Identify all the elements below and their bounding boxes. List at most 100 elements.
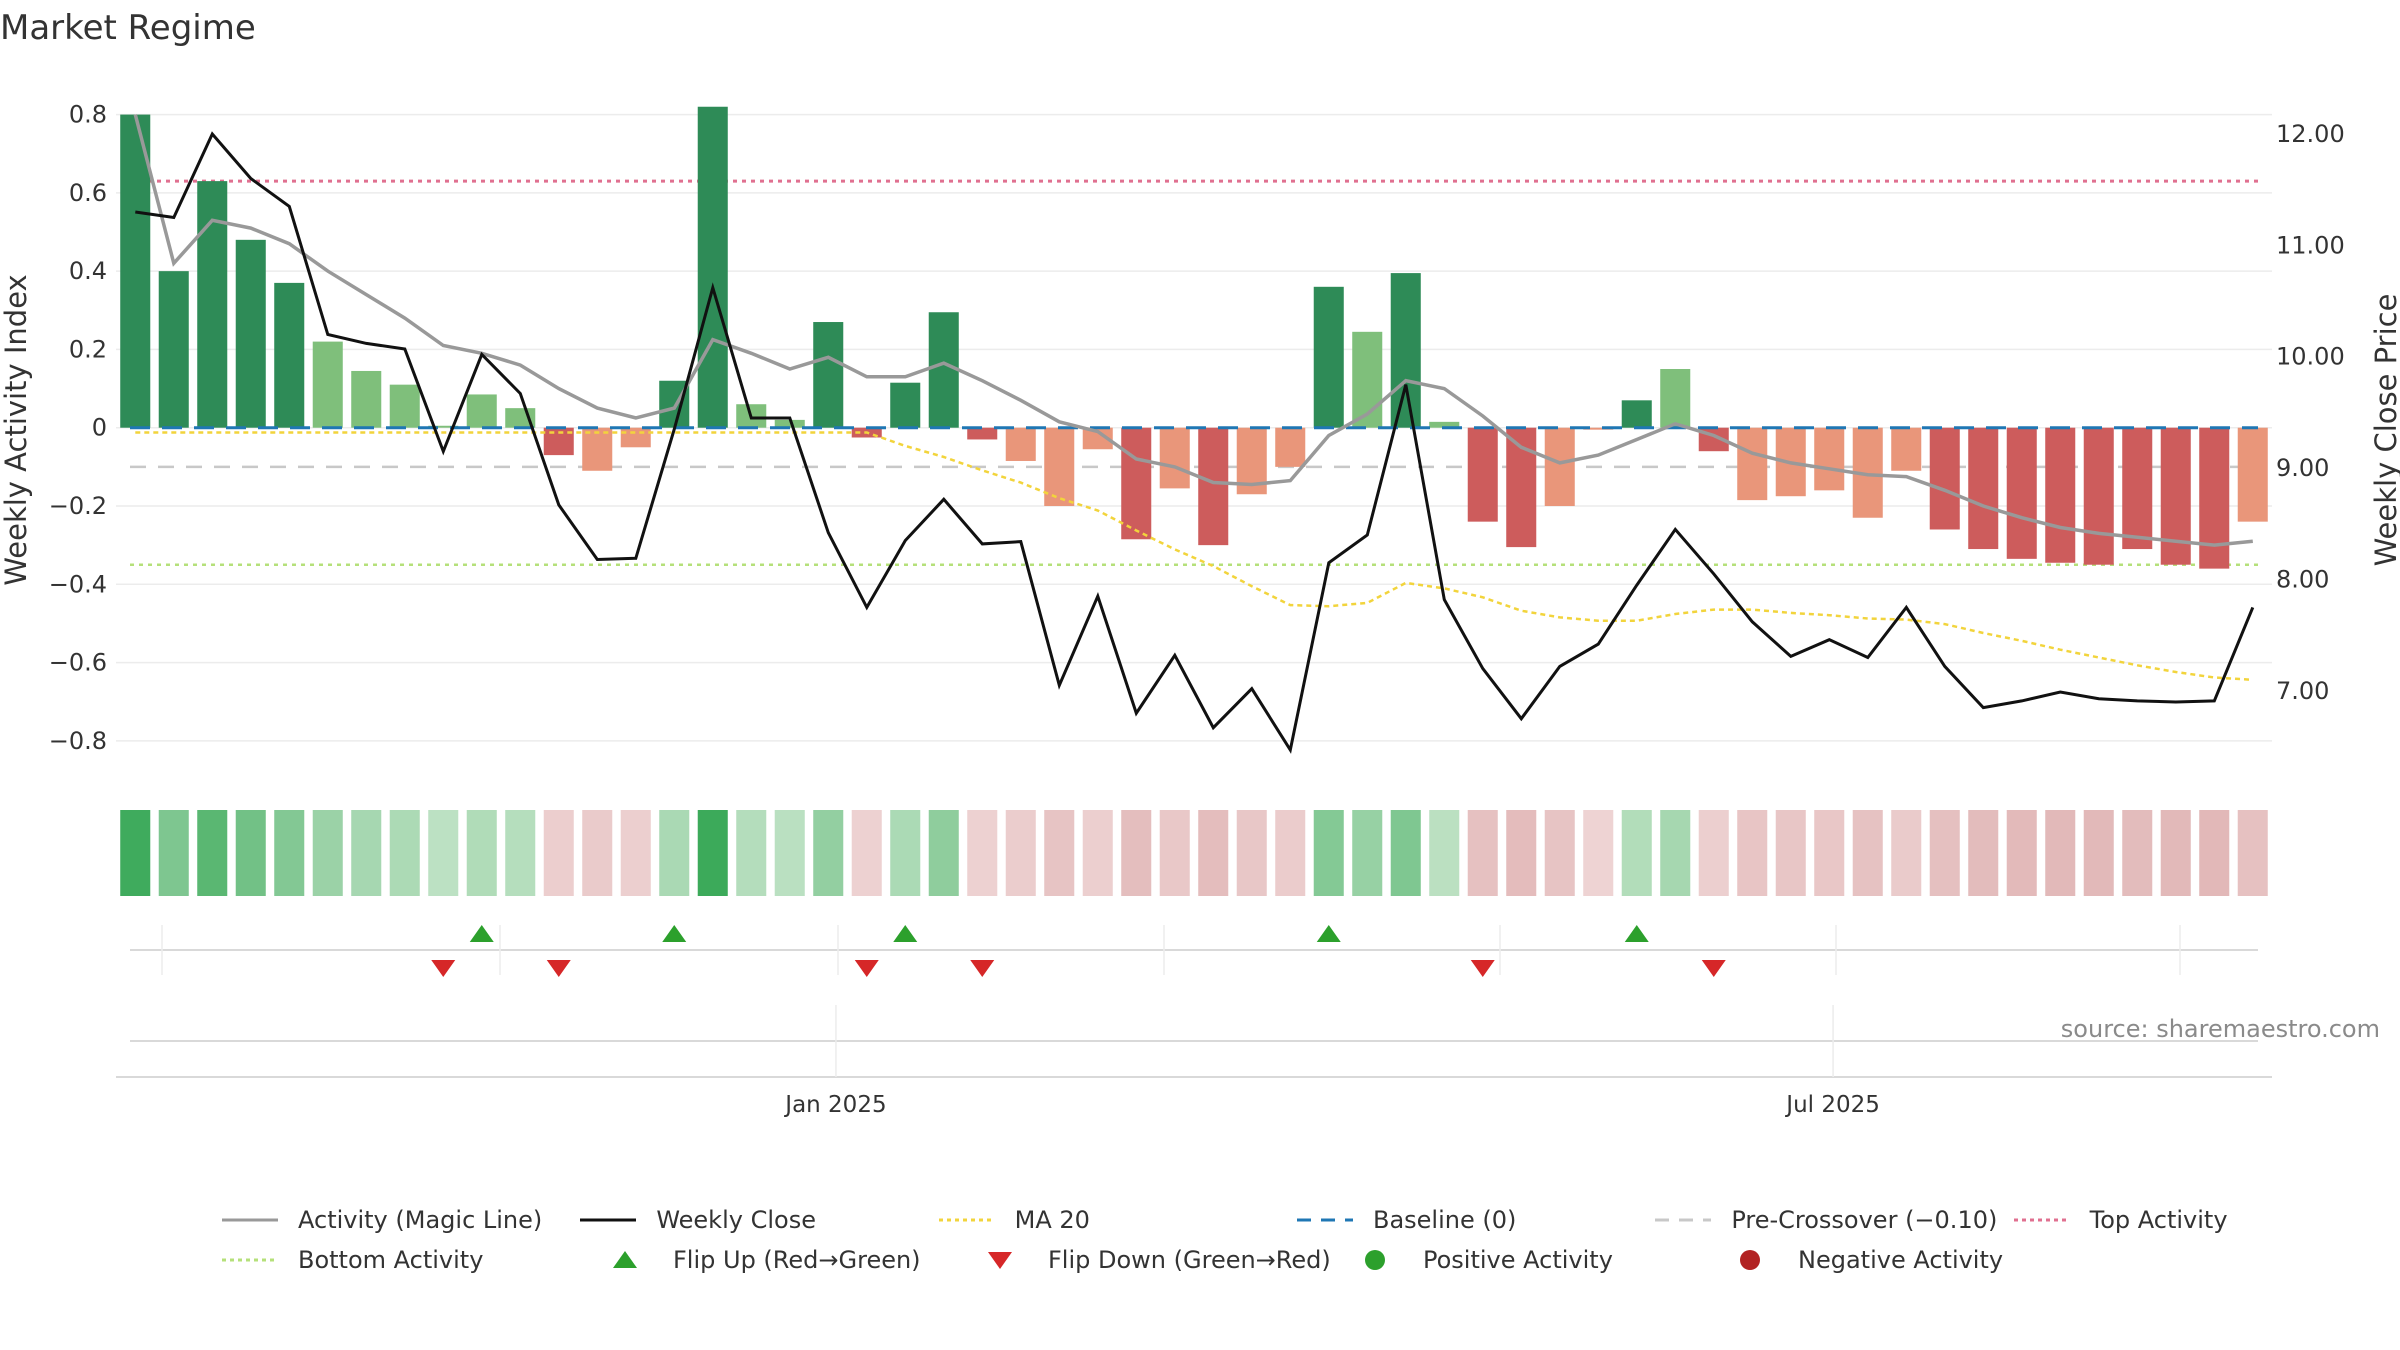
activity-bar <box>1583 427 1614 430</box>
heat-cell <box>1275 810 1306 896</box>
legend-swatch <box>1296 1218 1353 1222</box>
activity-bar <box>1159 427 1190 489</box>
heat-cell <box>274 810 305 896</box>
y-tick-label-left: −0.8 <box>49 727 107 755</box>
heat-cell <box>2160 810 2191 896</box>
heat-cell <box>120 810 151 896</box>
legend-label: Pre-Crossover (−0.10) <box>1731 1206 1998 1234</box>
activity-bar <box>1313 286 1344 428</box>
activity-bar <box>2006 427 2037 559</box>
x-tick-label: Jul 2025 <box>1784 1092 1880 1118</box>
heat-cell <box>543 810 574 896</box>
activity-bar <box>2237 427 2268 522</box>
heat-cell <box>1929 810 1960 896</box>
heat-cell <box>1891 810 1922 896</box>
activity-bar <box>351 370 382 428</box>
y-tick-label-right: 9.00 <box>2276 454 2329 482</box>
heat-cell <box>2122 810 2153 896</box>
activity-bar <box>1198 427 1229 546</box>
y-axis-title-right: Weekly Close Price <box>2369 294 2400 567</box>
heat-cell <box>505 810 536 896</box>
activity-bar <box>158 271 189 428</box>
legend-item: Flip Up (Red→Green) <box>595 1246 970 1274</box>
flip-down-marker <box>854 960 879 977</box>
flip-up-marker <box>1316 925 1341 942</box>
heat-cell <box>890 810 921 896</box>
activity-bar <box>274 282 305 428</box>
activity-bar <box>1814 427 1845 491</box>
flip-up-marker <box>893 925 918 942</box>
y-tick-label-right: 7.00 <box>2276 677 2329 705</box>
legend-swatch <box>1655 1218 1712 1222</box>
heat-cell <box>813 810 844 896</box>
heat-cell <box>1775 810 1806 896</box>
activity-bar <box>582 427 613 471</box>
flip-down-marker <box>970 960 995 977</box>
heat-cell <box>1159 810 1190 896</box>
legend-label: Flip Down (Green→Red) <box>1048 1246 1331 1274</box>
heat-cell <box>312 810 343 896</box>
legend-item: Pre-Crossover (−0.10) <box>1653 1206 2011 1234</box>
activity-bar <box>197 181 228 428</box>
heat-cell <box>736 810 767 896</box>
flip-down-marker <box>1701 960 1726 977</box>
flip-up-marker <box>662 925 687 942</box>
activity-bar <box>813 322 844 428</box>
activity-bar <box>1390 273 1421 428</box>
heat-cell <box>1660 810 1691 896</box>
y-tick-label-left: 0.2 <box>69 335 107 363</box>
heat-cell <box>1044 810 1075 896</box>
magic-line <box>133 114 2253 547</box>
activity-bar <box>235 239 266 428</box>
heat-cell <box>1236 810 1267 896</box>
activity-bar <box>312 341 343 428</box>
heat-cell <box>1814 810 1845 896</box>
legend-label: Negative Activity <box>1798 1246 2004 1274</box>
heat-cell <box>1082 810 1113 896</box>
legend-label: Activity (Magic Line) <box>298 1206 543 1234</box>
legend-swatch <box>613 1251 637 1268</box>
flip-up-marker <box>469 925 494 942</box>
activity-bar <box>1891 427 1922 471</box>
activity-bar <box>967 427 998 440</box>
y-tick-label-left: −0.2 <box>49 492 107 520</box>
heat-cell <box>1544 810 1575 896</box>
y-tick-label-left: 0.8 <box>69 101 107 129</box>
legend-label: Flip Up (Red→Green) <box>673 1246 921 1274</box>
heat-cell <box>1390 810 1421 896</box>
legend-swatch <box>222 1258 278 1262</box>
activity-bar <box>1929 427 1960 530</box>
heat-cell <box>1429 810 1460 896</box>
activity-bar <box>2083 427 2114 565</box>
activity-bar <box>620 427 651 448</box>
chart-title: Market Regime <box>0 8 256 48</box>
activity-bar <box>1082 427 1113 450</box>
activity-bar <box>1005 427 1036 461</box>
heat-cell <box>1621 810 1652 896</box>
heat-cell <box>1737 810 1768 896</box>
heat-cell <box>1121 810 1152 896</box>
heat-cell <box>1352 810 1383 896</box>
heat-cell <box>659 810 690 896</box>
legend-item: MA 20 <box>937 1206 1295 1234</box>
heat-cell <box>697 810 728 896</box>
activity-bar <box>1429 421 1460 428</box>
y-tick-label-right: 12.00 <box>2276 120 2345 148</box>
activity-bar <box>890 382 921 428</box>
activity-bar <box>774 419 805 428</box>
activity-bar <box>2045 427 2076 563</box>
legend-swatch <box>938 1218 995 1222</box>
legend-symbol <box>613 1251 637 1268</box>
y-tick-label-right: 11.00 <box>2276 231 2345 259</box>
y-tick-label-left: 0 <box>92 414 107 442</box>
heat-cell <box>389 810 420 896</box>
activity-bar <box>120 114 151 428</box>
heat-cell <box>2045 810 2076 896</box>
source-note: source: sharemaestro.com <box>2060 1015 2380 1043</box>
heat-cell <box>774 810 805 896</box>
activity-bar <box>1044 427 1075 506</box>
heat-cell <box>428 810 459 896</box>
ma20-line <box>135 431 2253 682</box>
heat-cell <box>2083 810 2114 896</box>
activity-bar <box>1467 427 1498 522</box>
